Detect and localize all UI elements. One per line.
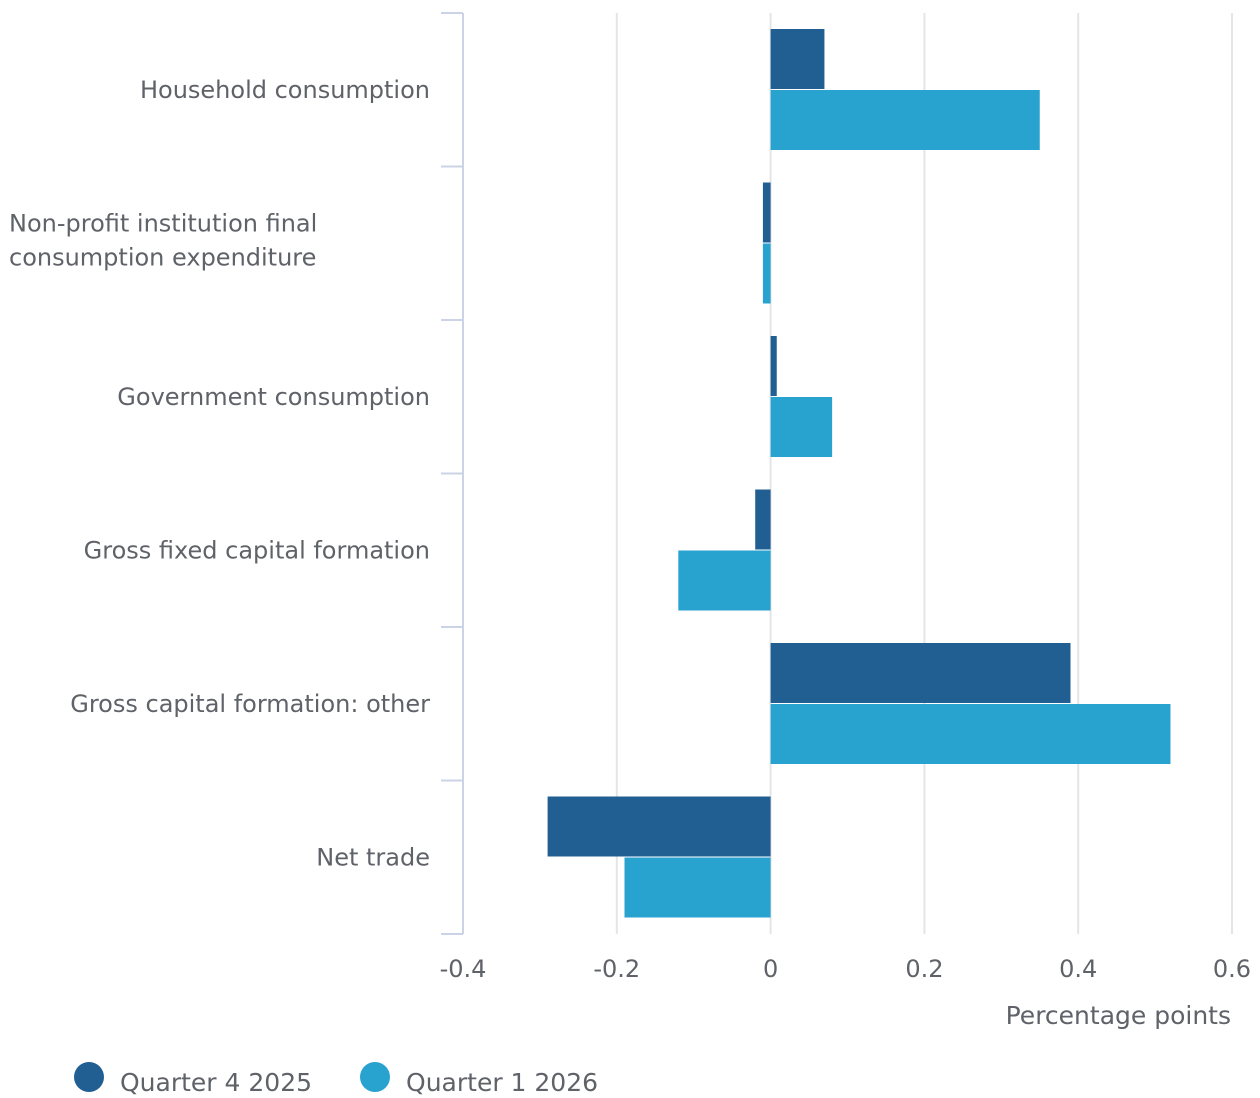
x-tick-labels: -0.4 -0.2 0 0.2 0.4 0.6 bbox=[440, 955, 1252, 983]
category-label: Net trade bbox=[316, 843, 430, 871]
bar-q1-2026[interactable] bbox=[770, 397, 833, 457]
grid bbox=[615, 13, 1233, 934]
category-label: Government consumption bbox=[117, 383, 430, 411]
bar-q4-2025[interactable] bbox=[755, 489, 771, 550]
legend-marker-q1-2026 bbox=[360, 1062, 391, 1092]
legend-label-q4-2025: Quarter 4 2025 bbox=[120, 1068, 313, 1097]
x-tick-label: -0.2 bbox=[593, 955, 640, 983]
x-tick-label: 0 bbox=[763, 955, 778, 983]
category-label: Household consumption bbox=[140, 76, 430, 104]
bar-q1-2026[interactable] bbox=[678, 550, 771, 611]
legend-label-q1-2026: Quarter 1 2026 bbox=[406, 1068, 599, 1097]
x-tick-label: 0.2 bbox=[905, 955, 943, 983]
x-tick-label: 0.4 bbox=[1059, 955, 1097, 983]
bar-q4-2025[interactable] bbox=[770, 29, 825, 89]
bar-q4-2025[interactable] bbox=[547, 796, 771, 857]
chart: Household consumption Non-profit institut… bbox=[9, 12, 1252, 1030]
x-tick-label: 0.6 bbox=[1213, 955, 1251, 983]
bar-q1-2026[interactable] bbox=[762, 243, 771, 304]
category-label: Non-profit institution final consumption … bbox=[9, 209, 317, 271]
x-tick-label: -0.4 bbox=[440, 955, 487, 983]
x-axis-title: Percentage points bbox=[1006, 1001, 1231, 1030]
category-label: Gross capital formation: other bbox=[70, 690, 430, 718]
bar-q1-2026[interactable] bbox=[770, 704, 1171, 764]
category-labels: Household consumption Non-profit institut… bbox=[9, 76, 430, 872]
bars bbox=[547, 29, 1171, 918]
bar-q4-2025[interactable] bbox=[770, 643, 1071, 703]
bar-q4-2025[interactable] bbox=[770, 336, 777, 396]
bar-q1-2026[interactable] bbox=[624, 857, 771, 918]
category-label: Gross fixed capital formation bbox=[84, 536, 430, 564]
category-axis bbox=[441, 12, 464, 935]
legend-marker-q4-2025 bbox=[74, 1062, 104, 1092]
bar-q1-2026[interactable] bbox=[770, 90, 1040, 150]
bar-q4-2025[interactable] bbox=[762, 182, 771, 243]
